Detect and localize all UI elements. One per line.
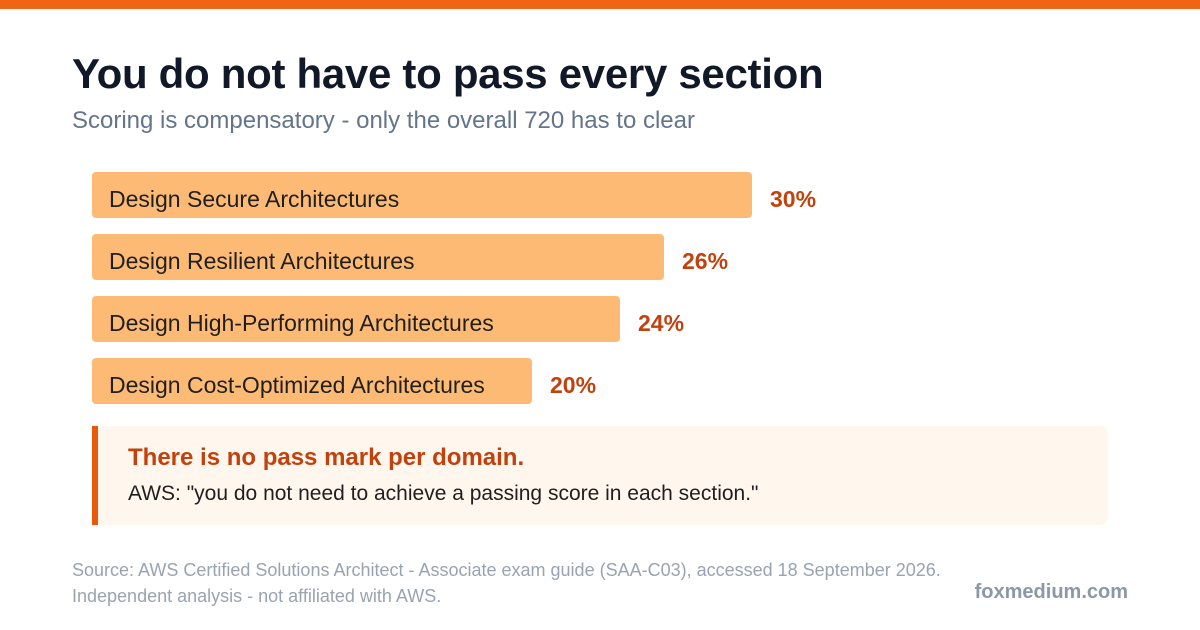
- bar: [92, 234, 664, 280]
- callout-title: There is no pass mark per domain.: [128, 444, 525, 471]
- bar-value-label: 30%: [770, 186, 817, 212]
- bar-row: Design Secure Architectures 30%: [92, 172, 872, 218]
- bar-value-label: 24%: [638, 310, 685, 336]
- bar-value-label: 20%: [550, 372, 597, 398]
- bar-category-label: Design Secure Architectures: [109, 186, 400, 212]
- bar: [92, 172, 752, 218]
- page-title: You do not have to pass every section: [72, 50, 824, 97]
- bar-category-label: Design Resilient Architectures: [109, 248, 415, 274]
- source-line-1: Source: AWS Certified Solutions Architec…: [72, 560, 941, 580]
- page-subtitle: Scoring is compensatory - only the overa…: [72, 107, 695, 134]
- top-accent-bar: [0, 0, 1200, 9]
- bar-category-label: Design High-Performing Architectures: [109, 310, 494, 336]
- bar-category-label: Design Cost-Optimized Architectures: [109, 372, 485, 398]
- bar-row: Design Cost-Optimized Architectures 20%: [92, 358, 652, 404]
- source-line-2: Independent analysis - not affiliated wi…: [72, 586, 442, 606]
- bar: [92, 296, 620, 342]
- source-note: Source: AWS Certified Solutions Architec…: [72, 557, 941, 609]
- bar-value-label: 26%: [682, 248, 729, 274]
- callout-body: AWS: "you do not need to achieve a passi…: [128, 482, 759, 505]
- brand-label: foxmedium.com: [974, 581, 1128, 603]
- bar: [92, 358, 532, 404]
- callout-box: There is no pass mark per domain. AWS: "…: [92, 426, 1108, 525]
- bar-row: Design Resilient Architectures 26%: [92, 234, 784, 280]
- bar-row: Design High-Performing Architectures 24%: [92, 296, 740, 342]
